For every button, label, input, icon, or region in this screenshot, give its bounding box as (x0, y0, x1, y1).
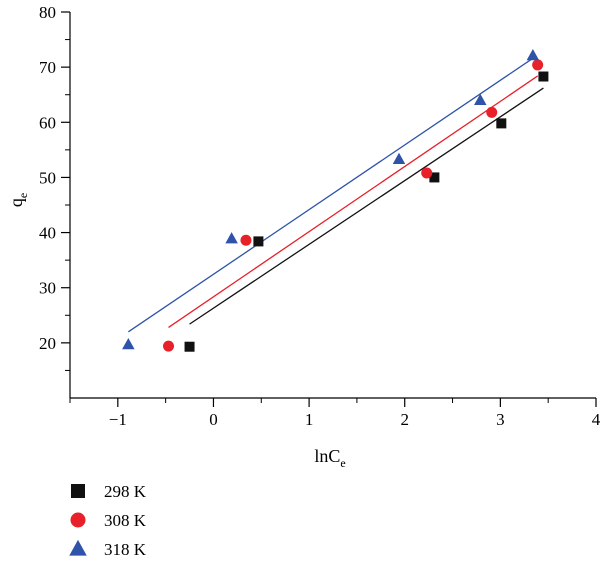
data-point-318k (225, 232, 238, 244)
data-point-298k (253, 236, 264, 247)
legend: 298 K 308 K 318 K (69, 482, 147, 559)
legend-marker-318k (69, 539, 87, 556)
y-tick-label: 60 (39, 113, 56, 132)
fit-line-308k (168, 75, 539, 328)
y-tick-label: 30 (39, 279, 56, 298)
x-axis-title-sub: e (340, 456, 345, 470)
x-axis-title: lnCe (314, 446, 345, 470)
legend-label-298k: 298 K (104, 482, 147, 501)
data-point-298k (538, 71, 549, 82)
y-tick-label: 40 (39, 224, 56, 243)
y-tick-label: 20 (39, 334, 56, 353)
legend-label-308k: 308 K (104, 511, 147, 530)
x-tick-label: 0 (209, 410, 218, 429)
data-point-308k (421, 167, 433, 179)
data-point-318k (474, 93, 487, 105)
y-tick-label: 80 (39, 3, 56, 22)
data-point-308k (486, 106, 498, 118)
x-axis-title-main: lnC (314, 446, 340, 466)
data-point-308k (163, 340, 175, 352)
fit-lines (127, 57, 544, 333)
y-tick-label: 50 (39, 168, 56, 187)
y-tick-labels: 20 30 40 50 60 70 80 (39, 3, 56, 353)
data-point-308k (532, 59, 544, 71)
y-axis-title-sub: e (16, 193, 30, 198)
x-tick-label: −1 (109, 410, 127, 429)
x-tick-label: 2 (400, 410, 409, 429)
data-point-318k (392, 152, 406, 164)
minor-ticks (65, 39, 549, 403)
x-tick-label: 4 (592, 410, 600, 429)
data-point-298k (184, 341, 195, 352)
legend-marker-308k (70, 512, 86, 528)
fit-line-298k (189, 87, 544, 325)
fit-line-318k (127, 57, 534, 333)
legend-marker-298k (71, 484, 85, 498)
x-tick-labels: −1 0 1 2 3 4 (109, 410, 600, 429)
x-tick-label: 1 (305, 410, 314, 429)
y-tick-label: 70 (39, 58, 56, 77)
data-points (122, 49, 549, 352)
data-point-318k (526, 49, 540, 61)
data-point-298k (429, 172, 440, 183)
data-point-298k (496, 118, 507, 129)
data-point-308k (240, 234, 252, 246)
data-point-318k (122, 338, 135, 350)
y-axis-title-main: q (6, 198, 26, 207)
x-tick-label: 3 (496, 410, 505, 429)
major-ticks (61, 11, 597, 407)
legend-label-318k: 318 K (104, 540, 147, 559)
y-axis-title: qe (6, 193, 30, 207)
